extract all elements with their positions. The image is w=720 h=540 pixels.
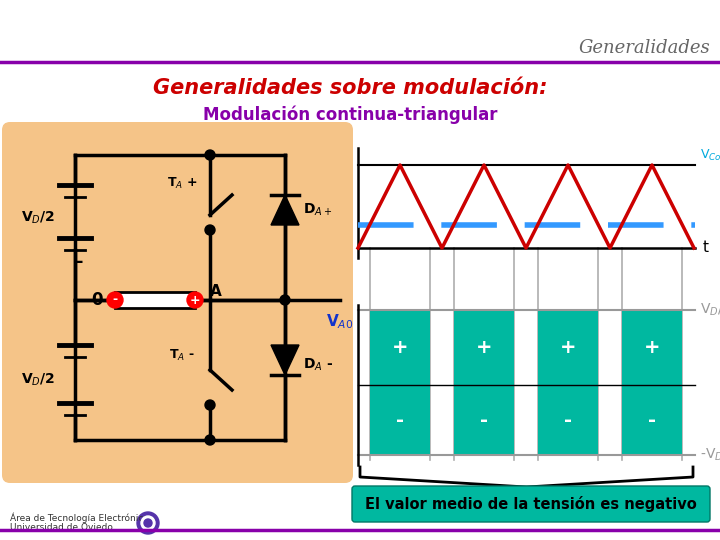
Circle shape [141,516,155,530]
Text: -: - [564,410,572,429]
Circle shape [144,519,152,527]
Text: Generalidades: Generalidades [578,39,710,57]
Polygon shape [271,345,299,375]
Text: D$_{A}$ -: D$_{A}$ - [303,357,333,373]
FancyBboxPatch shape [2,122,353,483]
Text: -: - [396,410,404,429]
Text: V$_{Control}$: V$_{Control}$ [700,148,720,163]
Circle shape [205,225,215,235]
Text: V$_D$/2: V$_D$/2 [700,302,720,318]
Bar [370,385,431,455]
Text: +: + [189,294,200,307]
Bar [454,310,514,385]
Bar [538,385,598,455]
Text: t: t [703,240,709,255]
Bar [538,310,598,385]
Circle shape [137,512,159,534]
Text: Modulación continua-triangular: Modulación continua-triangular [203,106,498,124]
Circle shape [205,435,215,445]
Text: V$_D$/2: V$_D$/2 [21,210,55,226]
Text: 0: 0 [91,291,103,309]
Circle shape [205,150,215,160]
Circle shape [280,295,290,305]
Text: Área de Tecnología Electrónica -: Área de Tecnología Electrónica - [10,513,155,523]
Text: A: A [210,285,222,300]
Bar [622,310,683,385]
Circle shape [107,292,123,308]
Bar [370,310,431,385]
Text: -: - [648,410,656,429]
Text: El valor medio de la tensión es negativo: El valor medio de la tensión es negativo [365,496,697,512]
Text: V$_{A0}$: V$_{A0}$ [325,312,353,330]
Text: +: + [392,338,408,357]
Text: V$_D$/2: V$_D$/2 [21,372,55,388]
FancyBboxPatch shape [352,486,710,522]
Circle shape [187,292,203,308]
Text: T$_A$ -: T$_A$ - [169,347,195,362]
Text: -: - [480,410,488,429]
Text: Universidad de Oviedo: Universidad de Oviedo [10,523,113,532]
Text: +: + [559,338,576,357]
Text: -V$_D$/2: -V$_D$/2 [700,447,720,463]
Text: +: + [644,338,660,357]
Text: -: - [76,253,84,271]
Polygon shape [271,195,299,225]
Bar [454,385,514,455]
Bar [622,385,683,455]
Circle shape [205,400,215,410]
Text: -: - [112,294,117,307]
Bar [115,292,195,308]
Text: +: + [476,338,492,357]
Text: Generalidades sobre modulación:: Generalidades sobre modulación: [153,78,547,98]
Text: T$_A$ +: T$_A$ + [167,176,197,191]
Text: D$_{A+}$: D$_{A+}$ [303,202,332,218]
